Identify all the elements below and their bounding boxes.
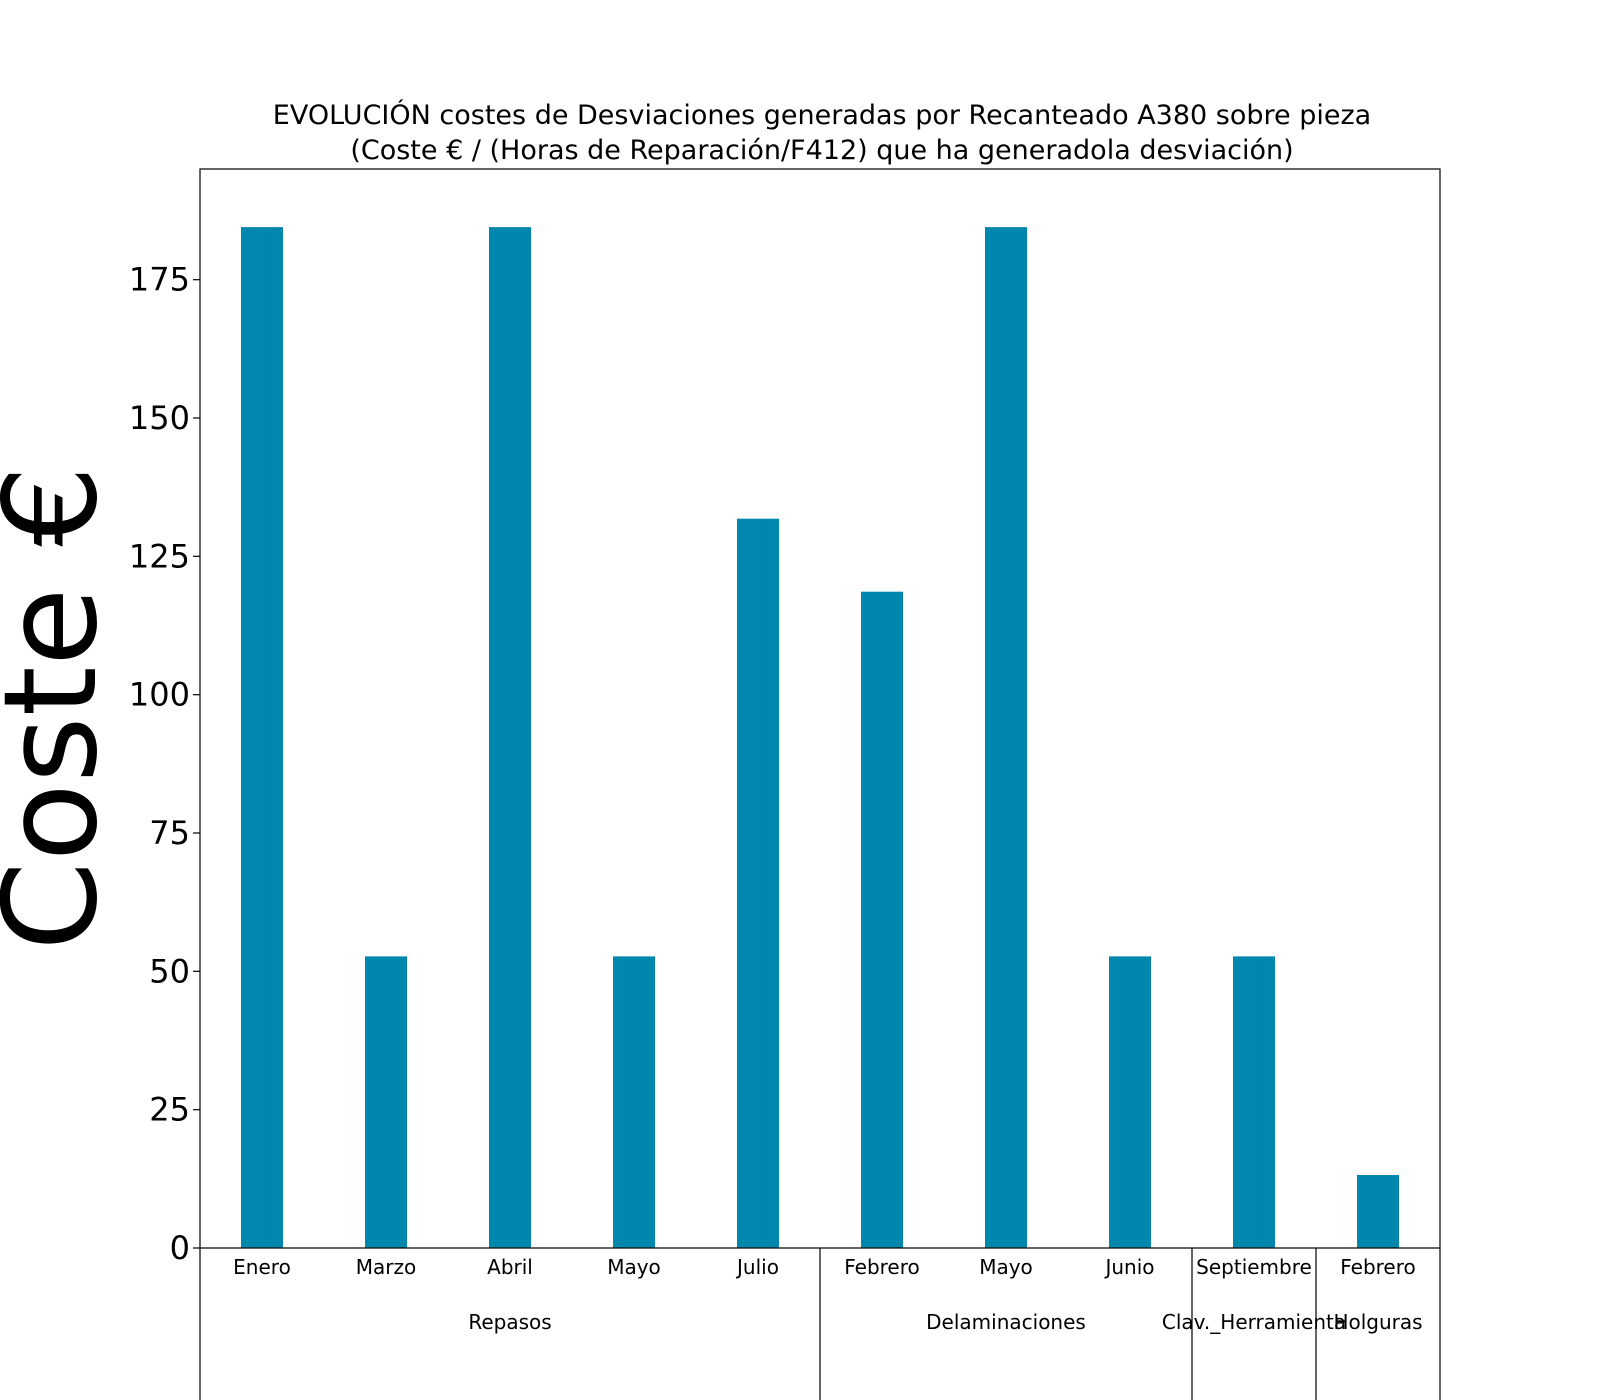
bars-layer	[241, 227, 1399, 1249]
bar-7	[985, 227, 1027, 1249]
x-tick-label-2: Marzo	[356, 1255, 416, 1279]
x-tick-label-10: Febrero	[1340, 1255, 1416, 1279]
bar-8	[1109, 956, 1151, 1248]
chart-title: EVOLUCIÓN costes de Desviaciones generad…	[273, 99, 1371, 166]
y-tick-label-25: 25	[149, 1091, 190, 1129]
plot-frame	[199, 168, 1441, 1249]
x-tick-label-7: Mayo	[979, 1255, 1033, 1279]
x-tick-label-1: Enero	[233, 1255, 291, 1279]
bar-3	[489, 227, 531, 1249]
y-axis: 0 25 50 75 100 125 150 175	[129, 261, 200, 1267]
y-tick-label-125: 125	[129, 537, 190, 575]
bar-1	[241, 227, 283, 1249]
y-tick-label-175: 175	[129, 261, 190, 299]
group-label-1: Repasos	[468, 1310, 551, 1334]
y-tick-label-75: 75	[149, 814, 190, 852]
bar-10	[1357, 1175, 1399, 1248]
bar-2	[365, 956, 407, 1248]
group-label-2: Delaminaciones	[926, 1310, 1086, 1334]
x-tick-label-5: Julio	[735, 1255, 779, 1279]
y-tick-label-0: 0	[170, 1229, 190, 1267]
y-tick-label-100: 100	[129, 676, 190, 714]
y-axis-label: Coste €	[0, 465, 126, 950]
group-label-4: Holguras	[1333, 1310, 1422, 1334]
bar-5	[737, 518, 779, 1248]
x-tick-label-8: Junio	[1103, 1255, 1154, 1279]
x-tick-label-4: Mayo	[607, 1255, 661, 1279]
x-tick-label-3: Abril	[487, 1255, 533, 1279]
bar-4	[613, 956, 655, 1248]
x-tick-label-9: Septiembre	[1196, 1255, 1312, 1279]
y-tick-label-50: 50	[149, 952, 190, 990]
chart-title-line-2: (Coste € / (Horas de Reparación/F412) qu…	[350, 135, 1293, 166]
bar-6	[861, 591, 903, 1248]
bar-9	[1233, 956, 1275, 1248]
y-tick-label-150: 150	[129, 399, 190, 437]
group-label-3: Clav._Herramienta	[1162, 1310, 1346, 1334]
x-tick-label-6: Febrero	[844, 1255, 920, 1279]
chart-title-line-1: EVOLUCIÓN costes de Desviaciones generad…	[273, 99, 1371, 131]
x-axis: Enero Marzo Abril Mayo Julio Febrero Mayo Junio…	[199, 1248, 1441, 1400]
